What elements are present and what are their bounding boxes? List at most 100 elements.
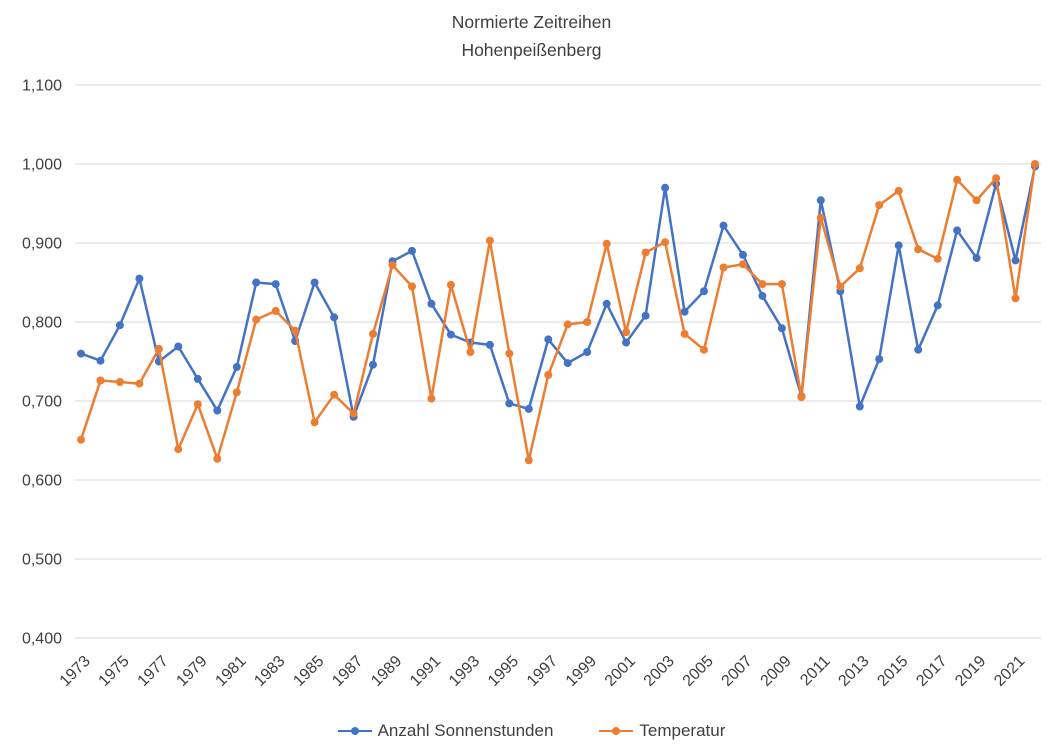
data-point-marker xyxy=(641,248,650,257)
legend-line-marker-icon xyxy=(599,727,634,735)
y-tick-label: 0,700 xyxy=(22,394,62,411)
data-point-marker xyxy=(408,282,416,291)
y-tick-label: 0,500 xyxy=(22,552,62,569)
x-tick-label: 2003 xyxy=(641,653,678,690)
data-point-marker xyxy=(485,340,494,349)
data-point-marker xyxy=(661,183,670,192)
data-point-marker xyxy=(914,345,923,354)
y-tick-label: 0,900 xyxy=(22,236,62,253)
gridlines xyxy=(75,84,1041,639)
data-point-marker xyxy=(1031,160,1039,168)
data-point-marker xyxy=(602,299,611,308)
data-point-marker xyxy=(213,454,222,463)
data-point-marker xyxy=(700,345,708,354)
data-point-marker xyxy=(855,264,864,273)
x-tick-label: 1997 xyxy=(524,653,561,690)
series-temperatur xyxy=(77,160,1039,465)
x-tick-label: 1983 xyxy=(251,653,288,690)
series-line xyxy=(79,162,1037,462)
data-point-marker xyxy=(797,393,806,402)
y-tick-label: 0,400 xyxy=(22,631,62,648)
chart-title-line2: Hohenpeißenberg xyxy=(461,40,602,60)
data-point-marker xyxy=(388,261,397,270)
data-point-marker xyxy=(174,445,183,454)
data-point-marker xyxy=(154,344,163,353)
data-point-marker xyxy=(544,335,553,344)
data-point-marker xyxy=(602,239,611,248)
x-axis-labels: 1973 1975 1977 1979 1981 1983 1985 1987 1989 1991… xyxy=(57,653,1029,690)
x-tick-label: 2005 xyxy=(680,653,717,690)
data-point-marker xyxy=(369,360,377,369)
data-point-marker xyxy=(972,254,981,262)
data-point-marker xyxy=(505,349,514,358)
data-point-marker xyxy=(427,394,436,403)
data-point-marker xyxy=(622,338,631,347)
data-point-marker xyxy=(330,390,339,399)
data-point-marker xyxy=(252,278,261,287)
data-point-marker xyxy=(758,280,767,289)
series-line xyxy=(79,165,1037,419)
data-point-marker xyxy=(1011,294,1020,303)
x-tick-label: 2009 xyxy=(758,653,795,690)
x-tick-label: 1985 xyxy=(290,653,327,690)
data-point-marker xyxy=(563,359,572,368)
data-point-marker xyxy=(115,321,124,330)
data-point-marker xyxy=(719,263,728,272)
data-point-marker xyxy=(271,280,280,289)
x-tick-label: 1975 xyxy=(96,653,133,690)
data-point-marker xyxy=(232,363,241,371)
data-point-marker xyxy=(739,260,747,269)
data-point-marker xyxy=(680,329,689,338)
data-point-marker xyxy=(291,326,300,335)
legend-line-marker-icon xyxy=(337,727,372,735)
x-tick-label: 2013 xyxy=(835,653,872,690)
data-point-marker xyxy=(933,254,942,263)
data-point-marker xyxy=(758,291,767,300)
data-point-marker xyxy=(953,175,962,184)
data-point-marker xyxy=(777,280,786,289)
x-tick-label: 2015 xyxy=(874,653,911,690)
chart-title: Normierte Zeitreihen Hohenpeißenberg xyxy=(0,8,1063,64)
data-point-marker xyxy=(641,311,650,320)
legend-label: Anzahl Sonnenstunden xyxy=(377,721,554,740)
data-point-marker xyxy=(310,278,319,287)
y-tick-label: 1,000 xyxy=(22,157,62,174)
data-point-marker xyxy=(914,245,923,254)
x-tick-label: 1977 xyxy=(135,653,172,690)
data-point-marker xyxy=(563,320,572,329)
data-point-marker xyxy=(485,236,494,245)
y-tick-label: 0,800 xyxy=(22,315,62,332)
line-chart-plot: 1,100 1,000 0,900 0,800 0,700 0,600 0,500 0,400… xyxy=(22,78,1041,690)
data-point-marker xyxy=(135,379,144,388)
y-tick-label: 0,600 xyxy=(22,473,62,490)
data-point-marker xyxy=(894,241,903,250)
data-point-marker xyxy=(446,280,455,289)
data-point-marker xyxy=(77,435,85,444)
data-point-marker xyxy=(213,406,222,415)
x-tick-label: 2001 xyxy=(602,653,639,690)
data-point-marker xyxy=(816,196,825,205)
data-point-marker xyxy=(408,246,416,255)
chart-title-line1: Normierte Zeitreihen xyxy=(451,12,612,32)
data-point-marker xyxy=(96,356,105,365)
data-point-marker xyxy=(992,174,1001,183)
data-point-marker xyxy=(252,315,261,324)
x-tick-label: 1991 xyxy=(407,653,444,690)
x-tick-label: 2007 xyxy=(719,653,756,690)
data-point-marker xyxy=(349,409,358,418)
data-point-marker xyxy=(446,330,455,339)
x-tick-label: 1973 xyxy=(57,653,94,690)
series-sonnenstunden xyxy=(77,162,1039,421)
data-point-marker xyxy=(544,370,553,379)
data-point-marker xyxy=(505,399,514,408)
data-point-marker xyxy=(271,306,280,315)
x-tick-label: 1987 xyxy=(329,653,366,690)
data-point-marker xyxy=(933,301,942,310)
data-point-marker xyxy=(369,329,377,338)
data-point-marker xyxy=(96,376,105,385)
data-point-marker xyxy=(193,374,202,383)
x-tick-label: 1993 xyxy=(446,653,483,690)
data-point-marker xyxy=(427,299,436,308)
data-point-marker xyxy=(583,318,592,326)
data-point-marker xyxy=(972,196,981,205)
